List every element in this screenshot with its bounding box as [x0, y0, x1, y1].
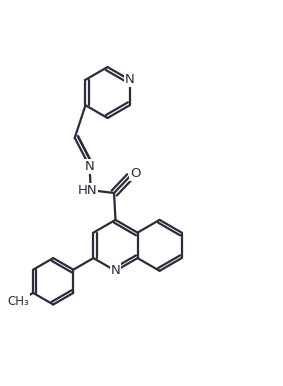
Text: O: O — [130, 167, 141, 180]
Text: CH₃: CH₃ — [8, 295, 29, 308]
Text: N: N — [111, 264, 120, 277]
Text: N: N — [85, 160, 94, 173]
Text: N: N — [125, 73, 134, 86]
Text: HN: HN — [78, 184, 97, 197]
